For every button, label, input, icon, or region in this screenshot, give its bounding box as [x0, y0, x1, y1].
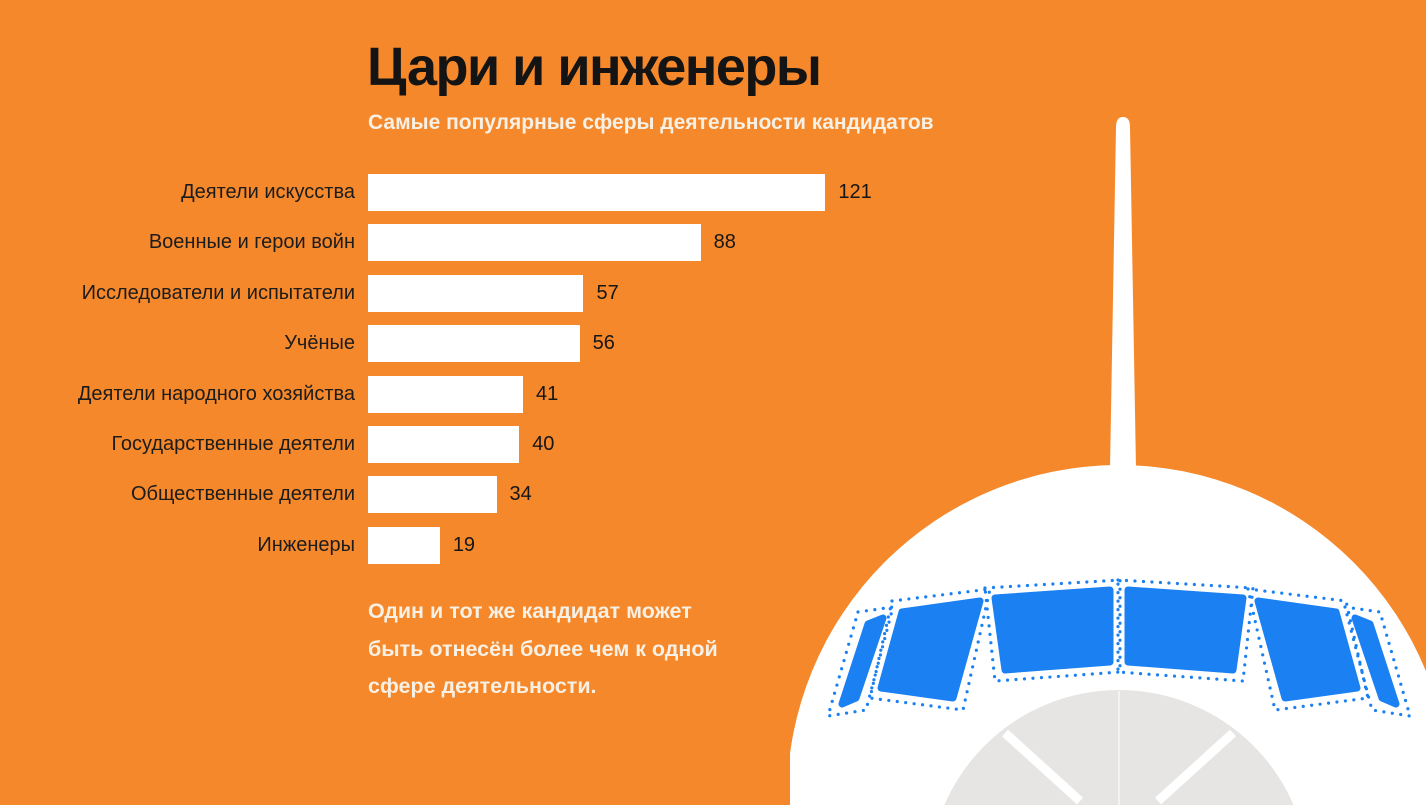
- window-left-mid: [877, 597, 984, 702]
- dotted-window-outline: [826, 578, 1412, 718]
- category-label: Учёные: [284, 332, 355, 355]
- window-center-left: [991, 586, 1114, 674]
- value-label: 88: [713, 231, 736, 254]
- bar: [368, 375, 523, 413]
- value-label: 34: [509, 483, 532, 506]
- bar: [368, 425, 520, 463]
- footnote: Один и тот же кандидат может быть отнесё…: [368, 593, 718, 706]
- chart-row: Деятели народного хозяйства 41: [0, 375, 872, 413]
- bar: [368, 325, 580, 363]
- bar: [368, 224, 701, 262]
- antenna: [1110, 117, 1136, 469]
- chart-row: Инженеры 19: [0, 526, 872, 564]
- window-center-right: [1124, 586, 1247, 674]
- category-label: Деятели народного хозяйства: [77, 382, 355, 405]
- page-title: Цари и инженеры: [367, 37, 822, 98]
- value-label: 40: [532, 432, 555, 455]
- bar: [368, 274, 584, 312]
- category-label: Инженеры: [257, 533, 355, 556]
- bar: [368, 476, 497, 514]
- radome-nose: [944, 690, 1294, 805]
- chart-subtitle: Самые популярные сферы деятельности канд…: [368, 111, 934, 134]
- category-label: Исследователи и испытатели: [81, 281, 355, 304]
- footnote-line: Один и тот же кандидат может: [368, 599, 692, 623]
- cockpit-windows: [838, 586, 1400, 708]
- chart-row: Исследователи и испытатели 57: [0, 274, 872, 312]
- chart-row: Государственные деятели 40: [0, 425, 872, 463]
- category-label: Государственные деятели: [111, 432, 355, 455]
- category-label: Военные и герои войн: [148, 231, 355, 254]
- value-label: 19: [452, 533, 476, 556]
- value-label: 121: [838, 181, 872, 203]
- bar-chart: Деятели искусства 121 Военные и герои во…: [0, 174, 872, 577]
- window-left-sliver: [838, 614, 887, 708]
- chart-row: Учёные 56: [0, 325, 872, 363]
- footnote-line: быть отнесён более чем к одной: [368, 636, 718, 661]
- window-right-mid: [1254, 597, 1361, 702]
- value-label: 56: [592, 332, 615, 355]
- bar: [368, 526, 440, 564]
- category-label: Деятели искусства: [181, 181, 355, 203]
- chart-row: Военные и герои войн 88: [0, 224, 872, 262]
- airplane-illustration: [790, 117, 1426, 805]
- category-label: Общественные деятели: [130, 483, 355, 506]
- value-label: 57: [596, 281, 619, 304]
- window-right-sliver: [1351, 614, 1400, 708]
- bar: [368, 174, 826, 211]
- value-label: 41: [535, 382, 559, 405]
- footnote-line: сфере деятельности.: [368, 674, 597, 698]
- chart-row: Деятели искусства 121: [0, 174, 872, 211]
- chart-row: Общественные деятели 34: [0, 476, 872, 514]
